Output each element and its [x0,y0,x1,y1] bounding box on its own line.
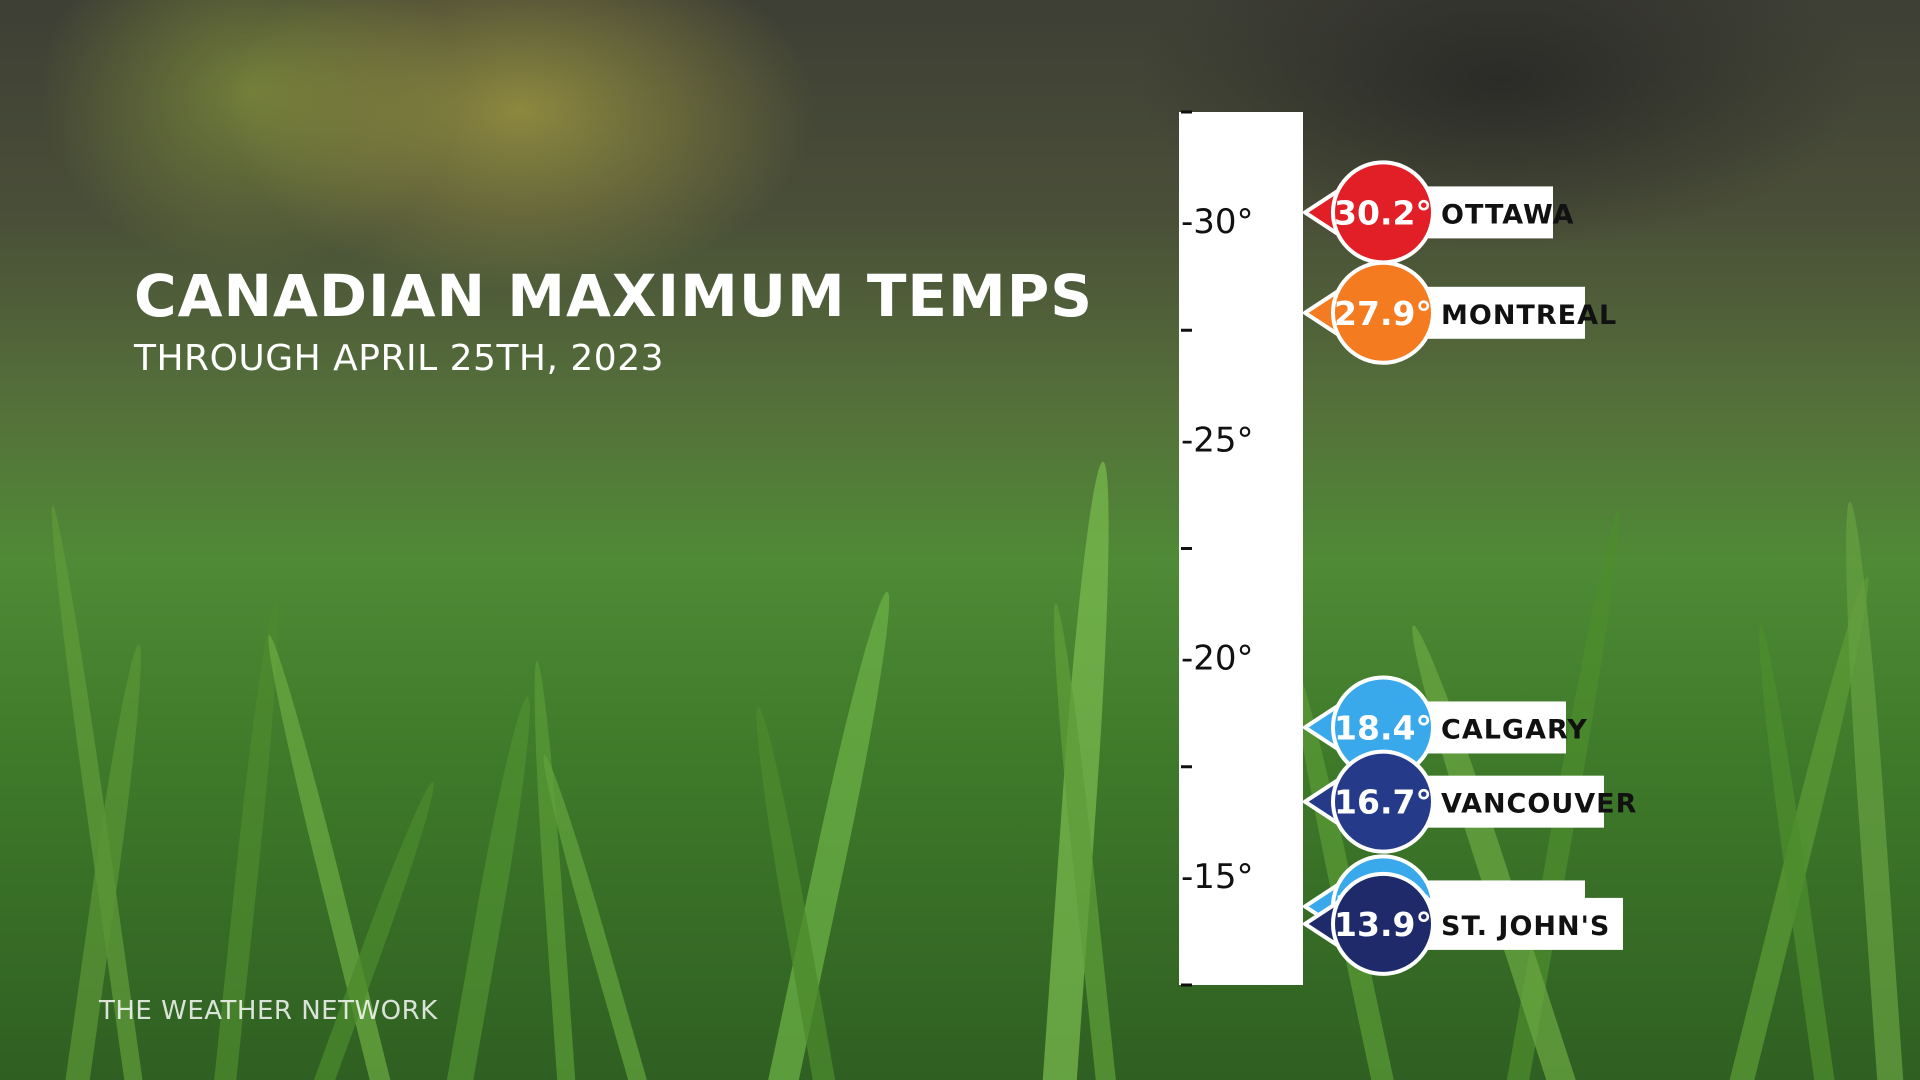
tick-label: -20° [1181,639,1254,679]
brand-logo: THE WEATHER NETWORK [99,996,438,1026]
value-label: 30.2° [1334,193,1432,232]
tick-label: -25° [1181,420,1254,460]
data-point-vancouver: VANCOUVER 16.7° [1303,749,1637,854]
data-point-st-john-s: ST. JOHN'S 13.9° [1303,871,1623,976]
city-label: MONTREAL [1441,300,1617,331]
minor-tick [1181,328,1192,332]
city-label-box [1403,775,1604,828]
value-badge [1331,871,1435,976]
value-badge [1331,749,1435,854]
tick-label: -15° [1181,857,1254,897]
minor-tick [1181,547,1192,550]
city-label-box [1403,897,1623,950]
city-label: CALGARY [1441,714,1588,745]
minor-tick [1181,983,1192,987]
data-point-ottawa: OTTAWA 30.2° [1303,160,1574,265]
page-title: CANADIAN MAXIMUM TEMPS [134,262,1094,330]
value-label: 13.9° [1334,905,1432,944]
value-label: 18.4° [1334,708,1432,747]
value-badge [1331,260,1435,365]
minor-tick [1181,765,1192,769]
city-label: ST. JOHN'S [1441,911,1610,942]
minor-tick [1181,110,1192,114]
scale-bar [1179,112,1303,985]
value-label: 27.9° [1334,294,1432,333]
page-subtitle: THROUGH APRIL 25TH, 2023 [134,338,665,379]
city-label: OTTAWA [1441,199,1574,230]
data-point-montreal: MONTREAL 27.9° [1303,260,1617,365]
city-label: VANCOUVER [1441,789,1637,820]
value-label: 16.7° [1334,783,1432,822]
tick-label: -30° [1181,202,1254,242]
data-point-calgary: CALGARY 18.4° [1303,675,1588,780]
